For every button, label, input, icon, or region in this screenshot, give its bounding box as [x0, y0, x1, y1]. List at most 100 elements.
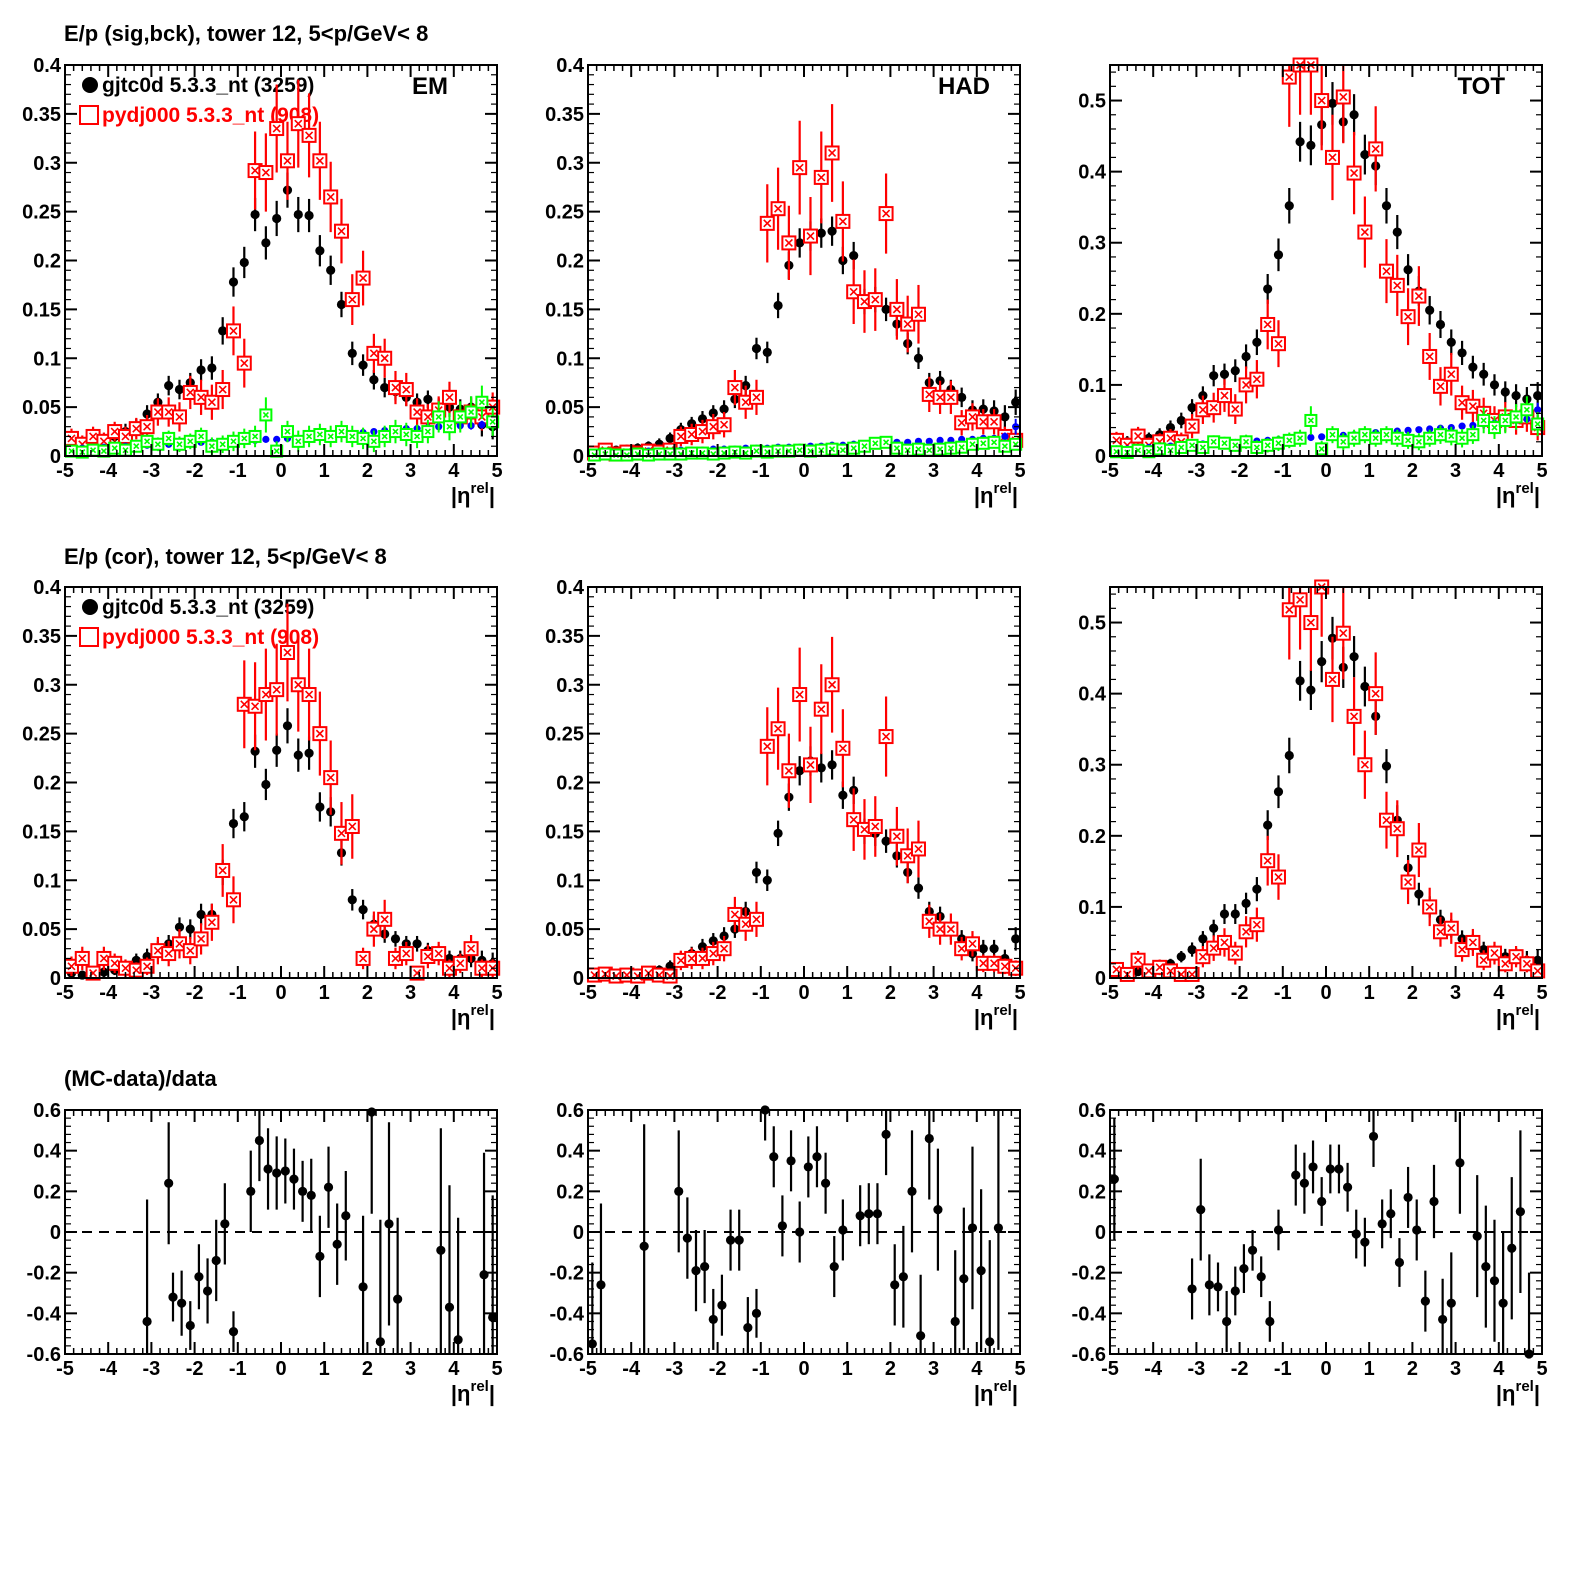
data-point — [1425, 305, 1435, 315]
y-tick-label: 0.4 — [556, 577, 585, 599]
mc-point-cross — [489, 418, 496, 425]
data-point — [838, 790, 848, 800]
mc-point-cross — [1178, 444, 1185, 451]
panel-label-em: EM — [412, 73, 448, 100]
mc-point-cross — [1210, 438, 1217, 445]
panel-em_cor: -5 -4 -3 -2 -1 0 1 2 3 4 5 0 0.05 0.1 0.15 0.2 0.25 0.3 0.… — [22, 577, 503, 1030]
mc-point-cross — [359, 954, 368, 963]
y-tick-label: 0.1 — [556, 348, 584, 370]
data-point — [250, 746, 260, 756]
x-tick-label: -4 — [622, 982, 641, 1004]
data-point — [390, 934, 401, 944]
x-tick-label: -4 — [99, 982, 118, 1004]
mc-point-cross — [1351, 435, 1358, 442]
panel-had_sigbck: -5 -4 -3 -2 -1 0 1 2 3 4 5 0 0.05 0.1 0.15 0.2 0.25 0.3 0.… — [545, 55, 1026, 508]
mc-point-cross — [380, 354, 389, 363]
mc-point-cross — [1220, 938, 1229, 947]
legend-mc-label: pydj000 5.3.3_nt (908) — [102, 626, 319, 649]
data-point — [218, 326, 228, 336]
x-tick-label: 2 — [885, 460, 896, 482]
data-point — [185, 1320, 195, 1331]
data-point — [304, 210, 314, 221]
mc-point-cross — [218, 385, 227, 394]
data-point — [1209, 371, 1219, 381]
mc-point-cross — [1188, 422, 1197, 431]
y-tick-label: -0.4 — [27, 1303, 62, 1325]
mc-point-cross — [1001, 443, 1008, 450]
data-point — [375, 1337, 385, 1347]
data-point — [1489, 380, 1500, 390]
y-tick-label: 0.6 — [556, 1100, 584, 1122]
x-tick-label: 3 — [928, 982, 939, 1004]
data-point — [985, 1337, 995, 1347]
data-point — [336, 299, 347, 310]
mc-point-cross — [348, 822, 357, 831]
x-tick-label: 3 — [1450, 1358, 1461, 1380]
data-point — [1403, 1192, 1413, 1203]
data-point — [827, 226, 837, 236]
x-tick-label: -4 — [99, 460, 118, 482]
x-tick-label: -5 — [1101, 460, 1119, 482]
data-point — [1176, 415, 1186, 426]
mc-point-cross — [241, 435, 248, 442]
x-tick-label: 1 — [319, 1358, 330, 1380]
mc-point-cross — [1307, 417, 1314, 424]
mc-point-cross — [903, 319, 912, 329]
x-tick-label: -4 — [622, 460, 641, 482]
y-tick-label: 0.2 — [33, 251, 61, 273]
series-data — [142, 1107, 498, 1354]
x-tick-label: 0 — [1320, 460, 1331, 482]
data-point — [261, 238, 271, 248]
mc-point-cross — [424, 428, 431, 435]
y-tick-label: -0.6 — [27, 1344, 61, 1366]
mc-point-cross — [861, 443, 868, 450]
x-axis-label: |ηrel| — [1496, 1002, 1540, 1030]
y-tick-label: 0 — [573, 446, 584, 468]
mc-point-cross — [306, 433, 313, 440]
mc-point-cross — [849, 815, 858, 824]
y-tick-label: 0.05 — [545, 919, 584, 941]
mc-point-cross — [914, 310, 923, 319]
x-tick-label: -1 — [1274, 1358, 1292, 1380]
mc-point-cross — [1198, 405, 1207, 414]
data-point — [855, 1211, 865, 1221]
mc-point-cross — [1286, 437, 1293, 444]
mc-point-cross — [709, 949, 718, 958]
data-point — [196, 365, 206, 375]
x-tick-label: -4 — [622, 1358, 641, 1380]
mc-point-cross — [164, 407, 173, 417]
mc-point-cross — [817, 705, 826, 714]
y-tick-label: 0.3 — [33, 675, 61, 697]
data-point — [1239, 1264, 1249, 1274]
data-point — [769, 1152, 779, 1162]
x-tick-label: -5 — [579, 460, 597, 482]
mc-point-cross — [230, 438, 237, 445]
mc-point-cross — [273, 448, 280, 455]
data-point — [1404, 426, 1412, 435]
mc-point-cross — [1480, 417, 1487, 424]
panel-tot_sigbck: -5 -4 -3 -2 -1 0 1 2 3 4 5 0 0.1 0.2 0.3 0.4 0.5 |ηrel| — [1078, 57, 1548, 508]
data-point — [803, 1162, 813, 1172]
data-point — [1219, 909, 1230, 919]
data-point — [773, 300, 783, 311]
mc-point-cross — [186, 946, 195, 955]
mc-point-cross — [687, 954, 696, 963]
x-tick-label: 5 — [1536, 982, 1547, 1004]
data-point — [1308, 1162, 1318, 1172]
y-tick-label: 0.6 — [33, 1100, 61, 1122]
mc-point-cross — [936, 925, 945, 934]
mc-point-cross — [1285, 605, 1294, 614]
mc-point-cross — [1533, 966, 1542, 975]
mc-point-cross — [457, 413, 464, 420]
data-point — [1392, 227, 1402, 237]
mc-point-cross — [272, 685, 281, 694]
y-tick-label: 0.25 — [22, 724, 61, 746]
x-tick-label: 3 — [405, 460, 416, 482]
data-point — [1360, 149, 1370, 160]
data-point — [697, 942, 708, 952]
mc-point-cross — [796, 447, 803, 454]
x-tick-label: 0 — [275, 982, 286, 1004]
mc-point-cross — [1513, 413, 1520, 420]
data-point — [1187, 944, 1197, 955]
x-tick-label: 0 — [798, 460, 809, 482]
